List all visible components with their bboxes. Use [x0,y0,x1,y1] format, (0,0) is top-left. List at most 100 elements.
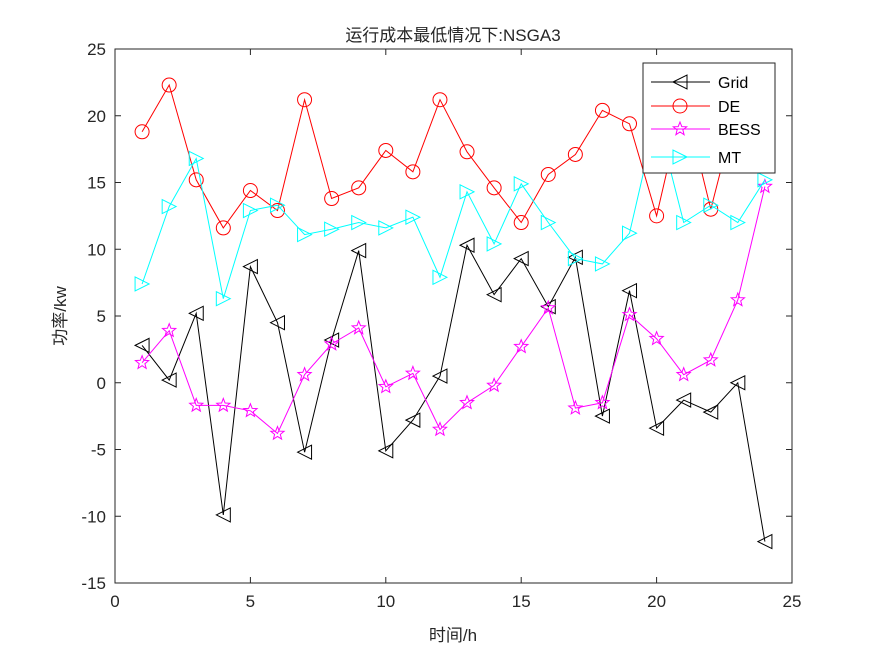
legend-label: DE [718,99,740,116]
x-tick-label: 5 [246,592,255,611]
data-point-mt [703,197,719,214]
legend-label: BESS [718,122,761,139]
data-point-bess [621,306,638,322]
data-point-bess [675,366,692,382]
y-tick-label: 15 [87,174,106,193]
data-point-de [567,146,583,162]
series-bess [134,178,773,441]
data-point-de [594,102,610,118]
data-point-mt [215,290,232,307]
data-point-mt [405,209,421,226]
data-point-grid [431,368,448,384]
data-point-de [432,92,448,108]
data-point-mt [324,221,340,238]
legend-item-mt: MT [651,149,741,167]
legend-label: Grid [718,75,748,92]
data-point-grid [486,286,502,303]
data-point-grid [621,282,638,299]
data-point-mt [567,250,584,267]
data-point-de [459,144,475,160]
data-point-de [297,92,313,108]
y-tick-label: -5 [91,441,106,460]
data-point-mt [134,276,151,292]
data-point-bess [513,338,530,354]
data-point-bess [242,402,259,418]
data-point-grid [350,242,367,259]
data-point-bess [404,364,421,381]
x-tick-label: 20 [647,592,666,611]
legend-box [642,62,776,174]
data-point-bess [486,376,503,393]
data-point-grid [756,533,773,550]
series-line-grid [141,243,766,542]
chart-title: 运行成本最低情况下:NSGA3 [345,26,560,45]
data-point-de [324,191,340,207]
y-tick-label: 25 [87,40,106,59]
data-point-bess [431,421,448,437]
data-point-grid [404,412,421,428]
data-point-grid [594,408,610,424]
x-tick-label: 15 [512,592,531,611]
legend-marker-icon [672,149,689,165]
data-point-grid [540,298,556,315]
data-point-bess [134,354,151,370]
data-point-grid [188,305,204,322]
legend-marker-icon [671,120,689,136]
data-point-mt [622,225,638,242]
data-point-de [378,142,394,158]
y-tick-label: -10 [81,507,106,526]
data-point-de [351,180,367,196]
data-point-grid [133,337,150,354]
y-tick-label: -15 [81,574,106,593]
data-point-bess [729,291,746,307]
data-point-grid [377,443,394,459]
data-point-mt [188,150,205,167]
data-point-grid [296,444,313,460]
y-tick-label: 20 [87,107,106,126]
data-point-grid [458,237,475,254]
data-point-mt [378,220,394,236]
data-point-bess [269,425,286,441]
data-point-de [540,166,556,182]
data-point-mt [297,226,313,243]
data-point-mt [540,214,557,231]
data-point-bess [296,366,313,382]
data-point-mt [676,214,692,231]
data-point-bess [459,394,476,410]
data-point-de [405,164,421,180]
legend-item-bess: BESS [651,120,761,139]
data-point-mt [513,176,530,192]
legend: Grid DE BESS MT [642,62,776,174]
series-line-de [141,83,766,229]
data-point-mt [242,202,259,219]
data-point-mt [757,172,774,188]
data-point-de [215,220,231,236]
data-point-grid [567,249,583,266]
x-tick-label: 25 [783,592,802,611]
data-point-bess [215,396,232,413]
y-axis-label: 功率/kw [51,286,70,346]
data-point-bess [594,394,611,410]
y-tick-label: 5 [97,307,106,326]
legend-item-grid: Grid [651,74,748,92]
data-point-de [486,180,502,196]
data-point-bess [323,335,340,351]
data-point-grid [702,404,719,420]
data-point-de [134,124,150,140]
data-point-bess [567,399,584,415]
data-point-grid [161,372,177,388]
y-tick-label: 0 [97,374,106,393]
data-point-bess [756,178,773,194]
data-point-bess [702,351,719,367]
data-point-bess [648,330,665,346]
data-point-mt [730,214,746,231]
data-point-mt [459,184,476,200]
data-point-mt [351,214,367,231]
data-point-mt [594,256,611,272]
data-point-grid [242,258,258,275]
data-point-de [161,77,177,93]
data-point-bess [377,378,394,394]
data-point-bess [188,396,205,413]
data-point-grid [675,392,692,408]
